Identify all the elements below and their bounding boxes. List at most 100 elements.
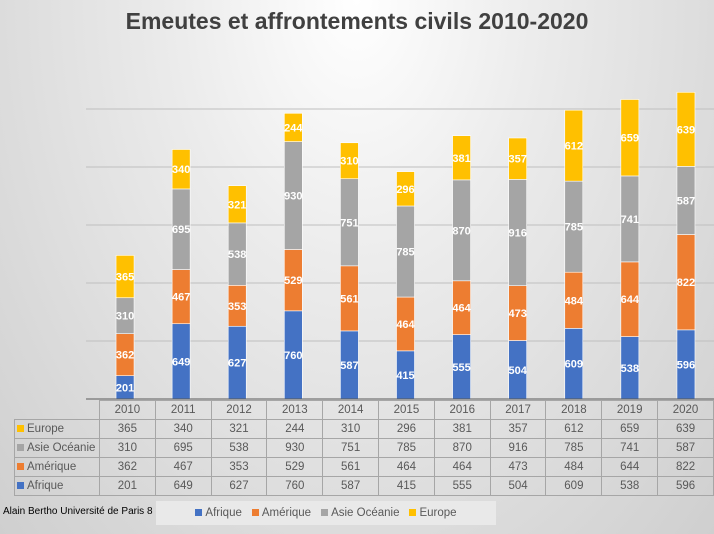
table-cell: 473 [489, 457, 547, 477]
table-cell: 741 [601, 438, 659, 458]
table-cell: 760 [266, 476, 324, 496]
bar-europe [227, 185, 247, 224]
category-label: 2012 [210, 400, 268, 420]
data-label: 529 [284, 275, 302, 287]
table-cell: 930 [266, 438, 324, 458]
table-cell: 695 [154, 438, 212, 458]
data-label: 587 [340, 360, 358, 372]
table-cell: 484 [545, 457, 603, 477]
data-label: 467 [172, 292, 190, 304]
data-label: 538 [228, 249, 246, 261]
data-label: 659 [621, 133, 639, 145]
legend-key-icon [409, 509, 417, 517]
table-cell: 464 [433, 457, 491, 477]
data-label: 822 [677, 277, 695, 289]
legend-key-icon [17, 463, 24, 471]
data-label: 916 [509, 228, 527, 240]
table-cell: 751 [322, 438, 380, 458]
table-cell: 340 [154, 419, 212, 439]
table-cell: 639 [657, 419, 714, 439]
table-cell: 612 [545, 419, 603, 439]
table-cell: 555 [433, 476, 491, 496]
data-label: 609 [565, 359, 583, 371]
table-cell: 504 [489, 476, 547, 496]
data-label: 627 [228, 358, 246, 370]
table-cell: 464 [378, 457, 435, 477]
legend-key-icon [251, 509, 259, 517]
table-cell: 596 [657, 476, 714, 496]
data-label: 381 [452, 153, 470, 165]
table-cell: 538 [601, 476, 659, 496]
legend-label: Amérique [261, 507, 312, 519]
data-label: 644 [621, 294, 640, 306]
data-label: 596 [677, 359, 695, 371]
data-label: 484 [565, 295, 584, 307]
data-label: 561 [340, 293, 358, 305]
data-label: 785 [565, 222, 583, 234]
table-cell: 627 [210, 476, 268, 496]
table-cell: 587 [322, 476, 380, 496]
data-label: 310 [340, 156, 358, 168]
data-label: 365 [116, 272, 134, 284]
legend-item: Asie Océanie [321, 507, 399, 519]
credit-text: Alain Bertho Université de Paris 8 UMR L… [3, 506, 213, 517]
bar-europe [115, 255, 135, 299]
data-label: 357 [509, 154, 527, 166]
data-label: 760 [284, 350, 302, 362]
table-cell: 365 [98, 419, 156, 439]
table-header-row: 2010 2011 2012 2013 2014 2015 2016 2017 2018 2019… [14, 400, 714, 420]
legend-label: Europe [419, 507, 457, 519]
data-label: 555 [452, 362, 470, 374]
data-label: 362 [116, 350, 134, 362]
bar-europe [396, 171, 415, 207]
table-cell: 916 [489, 438, 547, 458]
table-cell: 870 [433, 438, 491, 458]
table-row: Asie Océanie 310 695 538 930 751 785 870 916 785 7… [14, 438, 714, 458]
data-label: 612 [565, 141, 583, 153]
bar-europe [620, 99, 640, 177]
data-label: 415 [396, 370, 414, 382]
table-cell: 201 [98, 476, 156, 496]
table-cell: 538 [210, 438, 268, 458]
data-label: 504 [509, 365, 528, 377]
legend: Afrique Amérique Asie Océanie Europe [156, 501, 496, 525]
table-row: Europe 365 340 321 244 310 296 381 357 612 659 639 [14, 419, 714, 439]
bar-europe [676, 91, 696, 167]
category-label: 2019 [601, 400, 659, 420]
chart-title: Emeutes et affrontements civils 2010-202… [125, 8, 589, 34]
table-cell: 310 [322, 419, 380, 439]
table-cell: 381 [433, 419, 491, 439]
bar-europe [171, 149, 191, 190]
data-label: 649 [172, 356, 190, 368]
table-cell: 649 [154, 476, 212, 496]
series-label: Asie Océanie [27, 442, 96, 454]
legend-key-icon [321, 509, 329, 517]
data-table: 2010 2011 2012 2013 2014 2015 2016 2017 2018 2019… [14, 400, 714, 496]
table-cell: 321 [210, 419, 268, 439]
data-label: 353 [228, 301, 246, 313]
bar-europe [284, 112, 303, 142]
table-cell: 785 [378, 438, 435, 458]
category-label: 2013 [266, 400, 324, 420]
category-label: 2018 [545, 400, 603, 420]
table-cell: 362 [98, 457, 156, 477]
table-cell: 609 [545, 476, 603, 496]
table-cell: 659 [601, 419, 659, 439]
stacked-bar-chart: 201 362 310 365 649 467 695 340 627 353 538 321 760 5… [86, 91, 714, 400]
series-label: Amérique [27, 461, 77, 473]
data-label: 751 [340, 217, 358, 229]
data-label: 639 [677, 124, 695, 136]
data-label: 310 [116, 311, 134, 323]
data-label: 695 [172, 224, 190, 236]
legend-label: Afrique [205, 507, 242, 519]
data-label: 785 [396, 247, 414, 259]
table-cell: 587 [657, 438, 714, 458]
legend-key-icon [17, 444, 24, 452]
data-label: 244 [284, 122, 303, 134]
bar-europe [452, 135, 471, 181]
table-cell: 785 [545, 438, 603, 458]
legend-label: Asie Océanie [331, 507, 400, 519]
category-label: 2010 [98, 400, 156, 420]
category-label: 2020 [657, 400, 714, 420]
series-label: Afrique [27, 480, 64, 492]
